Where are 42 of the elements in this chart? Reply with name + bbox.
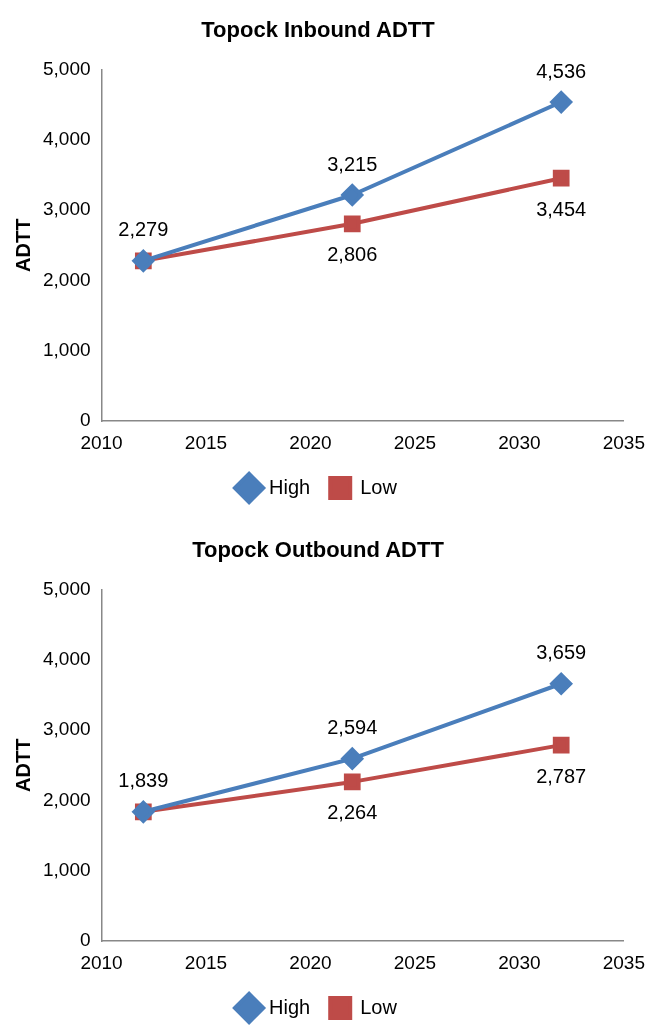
legend-label: High — [269, 995, 311, 1018]
y-tick-label: 3,000 — [43, 718, 91, 740]
data-label: 3,659 — [536, 641, 587, 664]
y-tick-label: 1,000 — [43, 339, 91, 361]
x-tick-label: 2015 — [184, 431, 228, 453]
legend-label: Low — [360, 995, 398, 1018]
data-label: 2,279 — [118, 218, 169, 241]
y-tick-label: 0 — [79, 929, 91, 951]
y-axis-title: ADTT — [11, 218, 34, 272]
y-tick-label: 3,000 — [43, 198, 91, 220]
data-label: 2,787 — [536, 764, 587, 787]
x-tick-label: 2035 — [602, 951, 646, 973]
legend-label: High — [269, 475, 311, 498]
data-label: 3,215 — [327, 152, 378, 175]
y-tick-label: 2,000 — [43, 268, 91, 290]
data-label: 1,839 — [118, 769, 169, 792]
x-tick-label: 2020 — [289, 431, 332, 453]
y-tick-label: 1,000 — [43, 859, 91, 881]
y-tick-label: 2,000 — [43, 788, 91, 810]
legend-label: Low — [360, 475, 398, 498]
y-tick-label: 0 — [79, 409, 91, 431]
data-label: 4,536 — [536, 59, 587, 82]
x-tick-label: 2020 — [289, 951, 332, 973]
data-label: 2,806 — [327, 243, 378, 266]
y-tick-label: 5,000 — [43, 57, 91, 79]
y-tick-label: 4,000 — [43, 647, 91, 669]
chart-title: Topock Outbound ADTT — [192, 537, 445, 563]
x-tick-label: 2010 — [80, 951, 123, 973]
x-tick-label: 2030 — [498, 951, 541, 973]
x-tick-label: 2010 — [80, 431, 123, 453]
x-tick-label: 2035 — [602, 431, 646, 453]
data-label: 3,454 — [536, 197, 587, 220]
x-tick-label: 2025 — [393, 431, 437, 453]
chart-title: Topock Inbound ADTT — [201, 17, 436, 43]
x-tick-label: 2025 — [393, 951, 437, 973]
y-tick-label: 5,000 — [43, 577, 91, 599]
y-tick-label: 4,000 — [43, 127, 91, 149]
y-axis-title: ADTT — [11, 738, 34, 792]
x-tick-label: 2015 — [184, 951, 228, 973]
data-label: 2,264 — [327, 801, 378, 824]
x-tick-label: 2030 — [498, 431, 541, 453]
data-label: 2,594 — [327, 716, 378, 739]
